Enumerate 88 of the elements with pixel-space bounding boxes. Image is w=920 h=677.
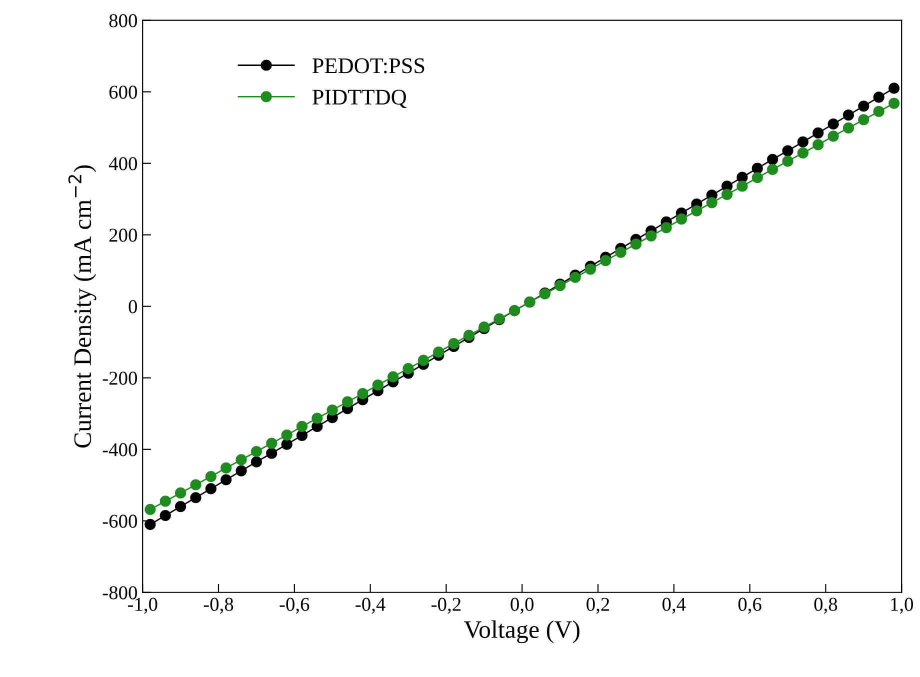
x-tick-label: -0,4 xyxy=(356,598,386,614)
point xyxy=(630,238,642,250)
point xyxy=(281,430,292,441)
point xyxy=(296,420,308,432)
point xyxy=(388,371,399,382)
point xyxy=(782,145,794,156)
point xyxy=(250,456,262,468)
point xyxy=(812,127,824,138)
point xyxy=(160,510,171,522)
point xyxy=(418,354,429,366)
x-tick-label: 0,2 xyxy=(586,598,610,614)
point xyxy=(600,255,612,266)
point xyxy=(873,92,884,103)
point xyxy=(205,470,216,482)
point xyxy=(736,180,748,192)
point xyxy=(296,430,308,441)
y-axis-title: Current Density (mA cm$^{−2}$) xyxy=(68,165,96,448)
point xyxy=(250,446,262,458)
point xyxy=(220,462,232,474)
point xyxy=(342,396,354,408)
point xyxy=(372,379,384,391)
point xyxy=(236,454,247,466)
point xyxy=(312,412,323,424)
point xyxy=(190,492,202,504)
point xyxy=(858,100,870,112)
x-tick-label: 0,0 xyxy=(510,598,534,614)
point xyxy=(767,164,778,175)
x-axis-title: Voltage (V) xyxy=(464,620,580,644)
point xyxy=(888,98,900,109)
point xyxy=(160,496,171,507)
point xyxy=(357,388,368,400)
point xyxy=(402,363,414,374)
point xyxy=(676,214,688,225)
x-tick-label: -0,2 xyxy=(432,598,461,614)
point xyxy=(646,230,657,242)
point xyxy=(721,188,733,200)
point xyxy=(448,338,460,350)
point xyxy=(691,205,702,216)
point xyxy=(782,156,794,167)
x-tick-label: 1,0 xyxy=(891,598,914,614)
x-tick-label: -0,8 xyxy=(204,598,234,614)
point xyxy=(205,483,216,494)
legend-label: PEDOT:PSS xyxy=(312,58,424,74)
point xyxy=(752,162,763,174)
point xyxy=(266,448,278,459)
point xyxy=(812,139,824,150)
y-tick-label: 400 xyxy=(108,157,137,170)
point xyxy=(220,474,232,486)
point xyxy=(144,518,156,530)
point xyxy=(144,504,156,515)
point xyxy=(266,438,278,449)
point xyxy=(174,501,186,512)
point xyxy=(584,264,596,275)
point xyxy=(828,118,839,130)
point xyxy=(842,122,854,134)
point xyxy=(797,136,808,148)
point xyxy=(281,438,292,450)
point xyxy=(873,106,884,118)
point xyxy=(858,114,870,126)
point xyxy=(190,479,202,490)
point xyxy=(236,465,247,476)
y-tick-label: 200 xyxy=(109,228,137,242)
point xyxy=(615,246,626,258)
x-tick-label: -1,0 xyxy=(128,598,158,614)
point xyxy=(752,172,763,184)
y-tick-label: 800 xyxy=(109,14,137,28)
y-tick-label: 0 xyxy=(128,300,137,314)
y-tick-label: -400 xyxy=(102,443,137,456)
point xyxy=(736,172,748,183)
y-tick-label: -600 xyxy=(102,514,137,528)
point xyxy=(888,82,900,94)
x-tick-label: 0,4 xyxy=(662,598,686,614)
y-tick-label: -200 xyxy=(102,372,137,385)
point xyxy=(326,404,338,416)
point xyxy=(660,222,672,234)
x-tick-label: -0,6 xyxy=(280,598,310,614)
x-tick-label: 0,8 xyxy=(814,598,838,614)
point xyxy=(706,197,718,208)
y-tick-label: 600 xyxy=(109,86,137,99)
point xyxy=(433,346,444,358)
point xyxy=(174,487,186,499)
point xyxy=(797,147,808,159)
point xyxy=(828,130,839,142)
legend-label: PIDTTDQ xyxy=(312,90,407,108)
y-tick-label: -800 xyxy=(102,586,137,600)
x-tick-label: 0,6 xyxy=(738,598,762,614)
point xyxy=(767,154,778,165)
point xyxy=(842,110,854,121)
